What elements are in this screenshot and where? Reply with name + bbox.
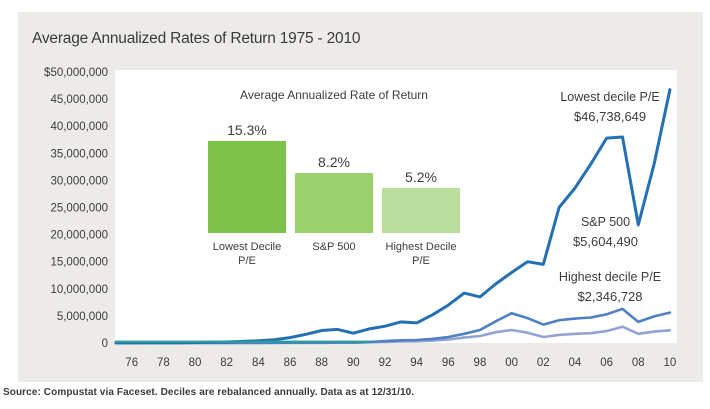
inset-bar-category-label: S&P 500: [312, 241, 356, 253]
inset-chart-title: Average Annualized Rate of Return: [240, 88, 428, 102]
y-tick-label: 25,000,000: [50, 203, 108, 215]
inset-bar-column: 15.3%: [208, 122, 286, 233]
source-note: Source: Compustat via Faceset. Deciles a…: [3, 387, 415, 398]
series-name: Lowest decile P/E: [560, 90, 660, 104]
x-tick-label: 84: [252, 357, 265, 369]
inset-bar-value-label: 5.2%: [405, 169, 437, 185]
x-tick-label: 90: [347, 357, 360, 369]
inset-bar-column: 8.2%: [295, 154, 373, 233]
inset-category-labels: Lowest Decile P/E S&P 500 Highest Decile P/E: [208, 240, 468, 269]
series-label-highest-decile-pe: Highest decile P/E $2,346,728: [536, 268, 684, 306]
x-tick-label: 04: [569, 357, 582, 369]
x-tick-label: 86: [284, 357, 297, 369]
inset-bar: [295, 173, 373, 233]
x-tick-label: 82: [220, 357, 233, 369]
series-label-sp500: S&P 500 $5,604,490: [543, 213, 668, 251]
inset-bar: [382, 188, 460, 233]
x-tick-label: 76: [125, 357, 138, 369]
series-name: Highest decile P/E: [558, 270, 662, 284]
inset-bar: [208, 141, 286, 233]
y-tick-label: 40,000,000: [50, 121, 108, 133]
y-tick-label: 20,000,000: [50, 230, 108, 242]
x-tick-label: 00: [505, 357, 518, 369]
series-end-value: $5,604,490: [572, 233, 639, 249]
y-tick-label: 0: [102, 338, 108, 350]
y-tick-label: 30,000,000: [50, 175, 108, 187]
y-tick-label: 10,000,000: [50, 284, 108, 296]
x-tick-label: 94: [410, 357, 423, 369]
x-tick-label: 78: [157, 357, 170, 369]
y-tick-label: 15,000,000: [50, 257, 108, 269]
series-end-value: $2,346,728: [577, 288, 643, 304]
series-label-lowest-decile-pe: Lowest decile P/E $46,738,649: [540, 88, 680, 126]
page-title: Average Annualized Rates of Return 1975 …: [32, 30, 361, 47]
series-name: S&P 500: [580, 215, 631, 229]
inset-bar-category-label: Highest Decile P/E: [385, 241, 457, 268]
x-tick-label: 98: [474, 357, 487, 369]
inset-bar-category-label: Lowest Decile P/E: [212, 241, 282, 268]
inset-bar-column: 5.2%: [382, 169, 460, 233]
inset-bars: 15.3% 8.2% 5.2%: [208, 103, 468, 233]
x-tick-label: 80: [189, 357, 202, 369]
inset-bar-value-label: 8.2%: [318, 154, 350, 170]
x-tick-label: 10: [664, 357, 677, 369]
x-tick-label: 92: [379, 357, 392, 369]
y-tick-label: 35,000,000: [50, 148, 108, 160]
y-tick-label: 5,000,000: [57, 311, 108, 323]
x-tick-label: 88: [315, 357, 328, 369]
x-tick-label: 02: [537, 357, 550, 369]
y-tick-label: 45,000,000: [50, 94, 108, 106]
x-tick-label: 96: [442, 357, 455, 369]
inset-bar-value-label: 15.3%: [227, 122, 267, 138]
chart-panel: Average Annualized Rates of Return 1975 …: [18, 12, 703, 382]
series-end-value: $46,738,649: [573, 108, 647, 124]
y-tick-label: $50,000,000: [44, 67, 108, 79]
x-tick-label: 06: [600, 357, 613, 369]
x-tick-label: 08: [632, 357, 645, 369]
inset-bar-chart: Average Annualized Rate of Return 15.3% 8…: [200, 88, 468, 269]
